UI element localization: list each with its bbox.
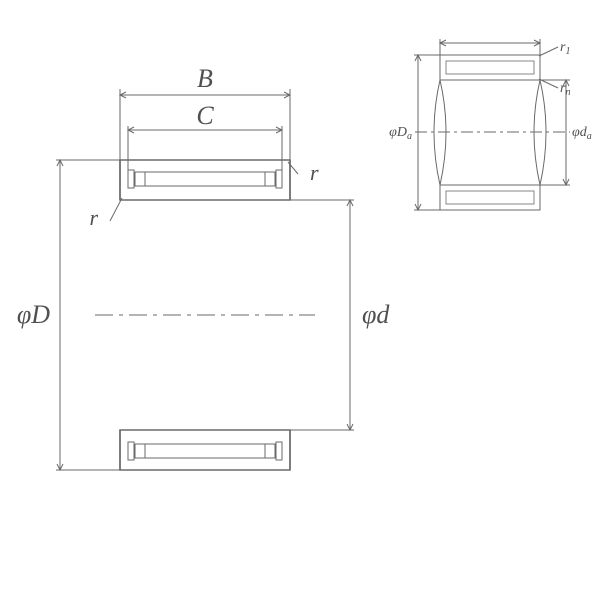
- cage-bottom: [135, 444, 275, 458]
- leader-r-left: [110, 198, 122, 221]
- label-phiD: φD: [17, 300, 50, 329]
- label-B: B: [197, 64, 213, 93]
- label-phid: φd: [362, 300, 390, 329]
- inset-view: r1 rn φDa φda: [389, 39, 592, 210]
- label-C: C: [196, 101, 214, 130]
- bearing-cross-section-diagram: BCr r φD φd r1 rn φDa φda: [0, 0, 600, 600]
- label-r-top: r: [310, 160, 319, 185]
- label-r1: r1: [560, 40, 570, 57]
- main-view: BCr r φD φd: [17, 64, 391, 470]
- label-r-left: r: [89, 205, 98, 230]
- label-rn: rn: [560, 81, 570, 98]
- cage-top: [135, 172, 275, 186]
- label-phida: φda: [572, 125, 592, 142]
- inset-ring-bottom: [440, 185, 540, 210]
- label-phiDa: φDa: [389, 125, 412, 142]
- inset-ring-top: [440, 55, 540, 80]
